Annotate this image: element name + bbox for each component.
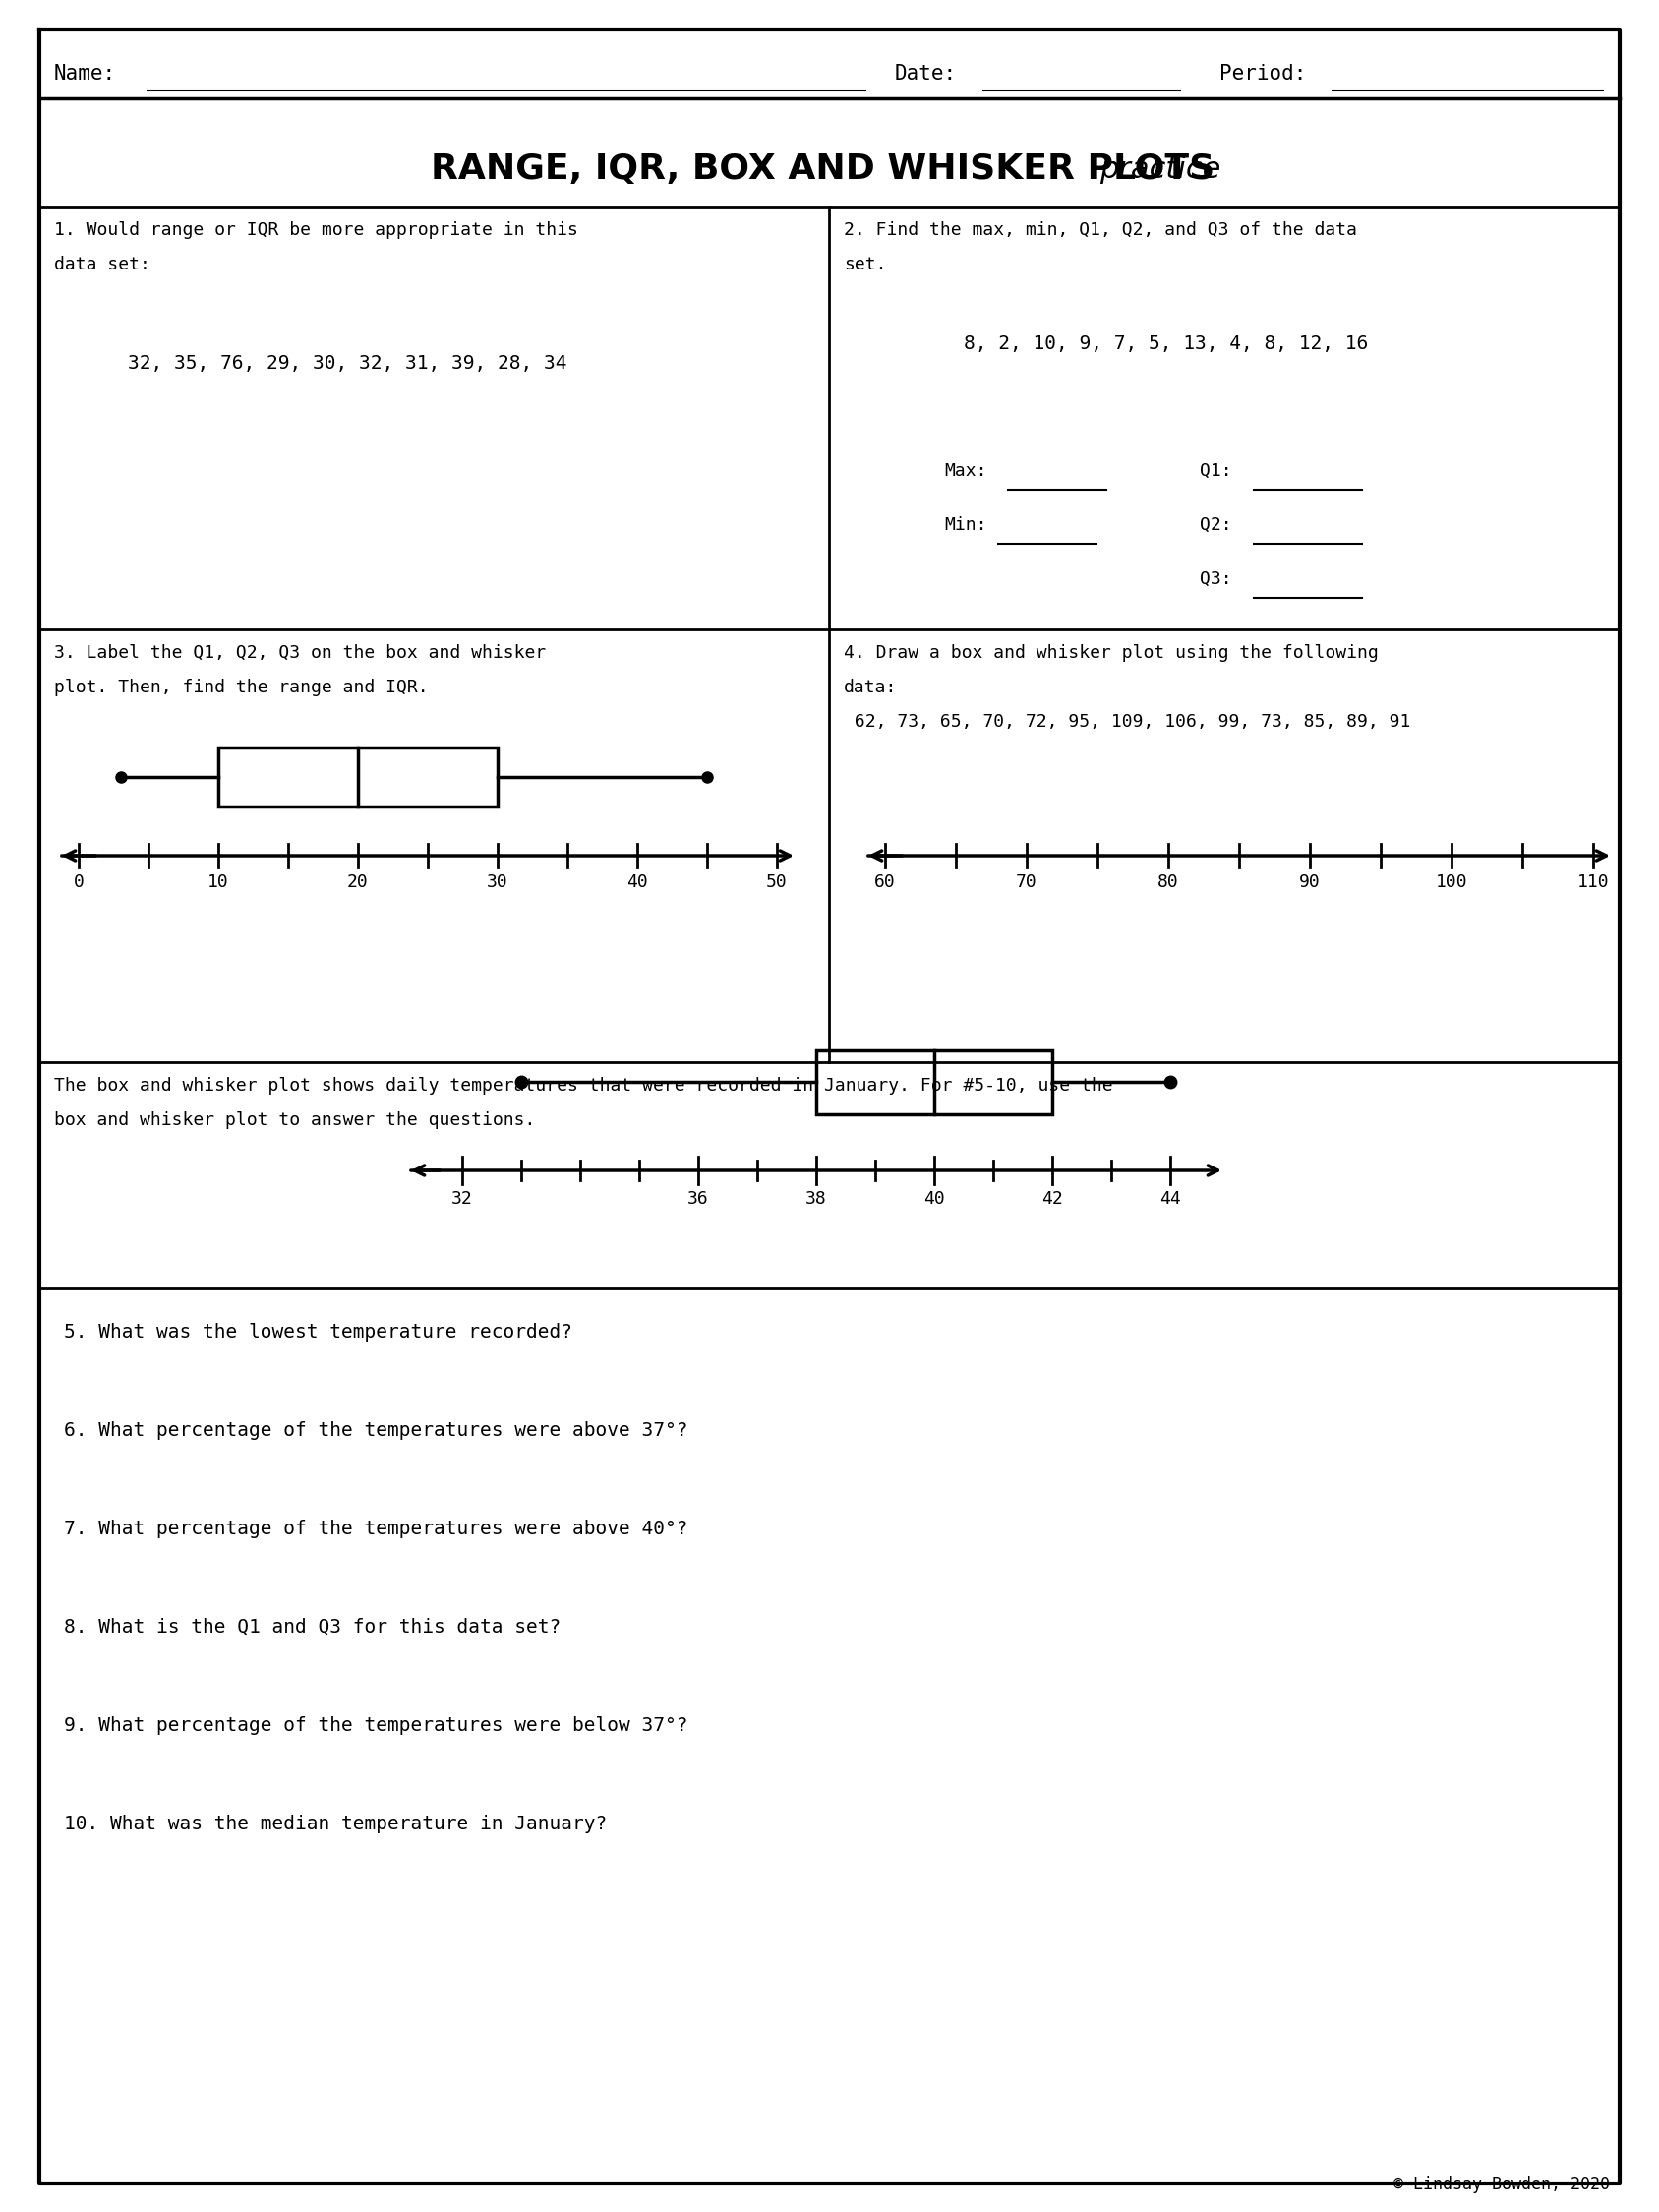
Text: 50: 50 bbox=[766, 874, 788, 891]
Text: Q2:: Q2: bbox=[1199, 515, 1233, 533]
Text: Date:: Date: bbox=[894, 64, 957, 84]
Text: 1. Would range or IQR be more appropriate in this: 1. Would range or IQR be more appropriat… bbox=[55, 221, 577, 239]
Text: RANGE, IQR, BOX AND WHISKER PLOTS: RANGE, IQR, BOX AND WHISKER PLOTS bbox=[431, 153, 1228, 186]
Text: 70: 70 bbox=[1015, 874, 1037, 891]
Text: 44: 44 bbox=[1160, 1190, 1181, 1208]
Text: Period:: Period: bbox=[1219, 64, 1306, 84]
Text: 20: 20 bbox=[347, 874, 368, 891]
Text: 38: 38 bbox=[806, 1190, 826, 1208]
Text: 40: 40 bbox=[627, 874, 649, 891]
Text: data set:: data set: bbox=[55, 257, 151, 274]
Text: 60: 60 bbox=[874, 874, 896, 891]
Text: 62, 73, 65, 70, 72, 95, 109, 106, 99, 73, 85, 89, 91: 62, 73, 65, 70, 72, 95, 109, 106, 99, 73… bbox=[844, 712, 1410, 730]
Text: set.: set. bbox=[844, 257, 886, 274]
Text: 3. Label the Q1, Q2, Q3 on the box and whisker: 3. Label the Q1, Q2, Q3 on the box and w… bbox=[55, 644, 546, 661]
Text: box and whisker plot to answer the questions.: box and whisker plot to answer the quest… bbox=[55, 1110, 536, 1128]
Bar bbox=[219, 748, 498, 807]
Text: 30: 30 bbox=[486, 874, 508, 891]
Text: 40: 40 bbox=[924, 1190, 946, 1208]
Text: 80: 80 bbox=[1158, 874, 1180, 891]
Text: 36: 36 bbox=[687, 1190, 708, 1208]
Text: 10. What was the median temperature in January?: 10. What was the median temperature in J… bbox=[65, 1814, 607, 1834]
Text: 9. What percentage of the temperatures were below 37°?: 9. What percentage of the temperatures w… bbox=[65, 1717, 688, 1734]
Text: 10: 10 bbox=[207, 874, 229, 891]
Text: 6. What percentage of the temperatures were above 37°?: 6. What percentage of the temperatures w… bbox=[65, 1422, 688, 1440]
Text: 100: 100 bbox=[1435, 874, 1468, 891]
Text: Name:: Name: bbox=[55, 64, 116, 84]
Bar bbox=[816, 1051, 1052, 1115]
Text: practice: practice bbox=[1100, 155, 1221, 184]
Text: 42: 42 bbox=[1042, 1190, 1063, 1208]
Text: Min:: Min: bbox=[944, 515, 987, 533]
Text: 5. What was the lowest temperature recorded?: 5. What was the lowest temperature recor… bbox=[65, 1323, 572, 1340]
Text: 7. What percentage of the temperatures were above 40°?: 7. What percentage of the temperatures w… bbox=[65, 1520, 688, 1537]
Text: 90: 90 bbox=[1299, 874, 1321, 891]
Text: Q3:: Q3: bbox=[1199, 571, 1233, 588]
Text: 8, 2, 10, 9, 7, 5, 13, 4, 8, 12, 16: 8, 2, 10, 9, 7, 5, 13, 4, 8, 12, 16 bbox=[964, 334, 1369, 354]
Text: 4. Draw a box and whisker plot using the following: 4. Draw a box and whisker plot using the… bbox=[844, 644, 1379, 661]
Text: Max:: Max: bbox=[944, 462, 987, 480]
Text: 8. What is the Q1 and Q3 for this data set?: 8. What is the Q1 and Q3 for this data s… bbox=[65, 1617, 561, 1637]
Text: © Lindsay Bowden, 2020: © Lindsay Bowden, 2020 bbox=[1394, 2177, 1609, 2194]
Text: The box and whisker plot shows daily temperatures that were recorded in January.: The box and whisker plot shows daily tem… bbox=[55, 1077, 1113, 1095]
Text: Q1:: Q1: bbox=[1199, 462, 1233, 480]
Text: 32: 32 bbox=[451, 1190, 473, 1208]
Text: 0: 0 bbox=[73, 874, 85, 891]
Text: 2. Find the max, min, Q1, Q2, and Q3 of the data: 2. Find the max, min, Q1, Q2, and Q3 of … bbox=[844, 221, 1357, 239]
Text: plot. Then, find the range and IQR.: plot. Then, find the range and IQR. bbox=[55, 679, 428, 697]
Text: 110: 110 bbox=[1578, 874, 1609, 891]
Text: 32, 35, 76, 29, 30, 32, 31, 39, 28, 34: 32, 35, 76, 29, 30, 32, 31, 39, 28, 34 bbox=[128, 354, 567, 374]
Text: data:: data: bbox=[844, 679, 898, 697]
